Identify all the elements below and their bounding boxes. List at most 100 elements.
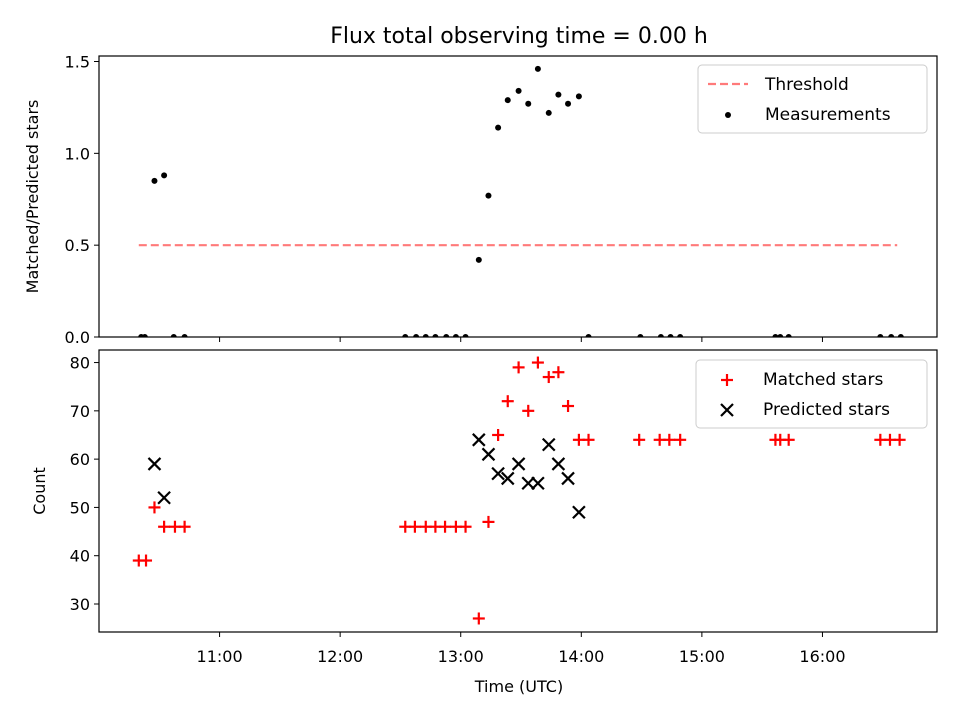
measurement-point <box>585 334 592 337</box>
measurement-point <box>462 334 469 337</box>
predicted-star-marker <box>147 457 162 471</box>
measurement-point <box>565 100 572 107</box>
y-axis-label: Matched/Predicted stars <box>23 100 42 294</box>
matched-star-marker <box>663 433 676 446</box>
measurement-point <box>413 334 420 337</box>
matched-star-marker <box>140 554 153 567</box>
measurement-point <box>515 87 522 94</box>
legend: Threshold Measurements <box>697 64 928 134</box>
measurement-point <box>677 334 684 337</box>
legend-box <box>697 64 928 134</box>
legend-measurements-swatch <box>725 112 731 118</box>
plot-frame <box>98 349 938 633</box>
measurement-point <box>525 100 532 107</box>
measurement-point <box>888 334 895 337</box>
predicted-star-marker <box>481 447 496 462</box>
matched-star-marker <box>492 428 505 441</box>
matched-star-marker <box>782 433 795 446</box>
legend-predicted-swatch <box>720 403 734 417</box>
measurement-point <box>555 91 562 98</box>
matched-star-marker <box>542 371 555 384</box>
legend-predicted-label: Predicted stars <box>763 400 890 420</box>
matched-star-marker <box>893 433 906 446</box>
predicted-star-marker <box>500 471 515 486</box>
measurement-point <box>432 334 439 337</box>
measurement-point <box>657 334 664 337</box>
predicted-star-marker <box>531 476 545 491</box>
measurement-point <box>161 172 168 179</box>
measurement-point <box>785 334 792 337</box>
measurement-point <box>637 334 644 337</box>
measurement-point <box>402 334 409 337</box>
matched-star-marker <box>439 520 452 533</box>
legend-matched-label: Matched stars <box>763 370 883 390</box>
matched-star-marker <box>531 356 544 369</box>
predicted-star-marker <box>472 433 486 447</box>
measurement-point <box>475 256 482 263</box>
measurement-point <box>141 334 148 337</box>
x-tick-label: 11:00 <box>197 647 243 666</box>
matched-star-marker <box>674 433 687 446</box>
matched-star-marker <box>552 366 565 379</box>
y-tick-label: 0.5 <box>65 236 90 255</box>
matched-star-marker <box>459 520 472 533</box>
y-tick-label: 80 <box>70 354 90 373</box>
predicted-star-marker <box>157 490 171 505</box>
panel-ratio: 0.0 0.5 1.0 1.5 Matched/Predicted stars Thres… <box>23 53 938 347</box>
matched-star-marker <box>582 433 595 446</box>
measurement-point <box>897 334 904 337</box>
matched-star-marker <box>472 612 485 625</box>
matched-star-marker <box>562 400 575 413</box>
measurement-point <box>504 97 511 104</box>
measurement-point <box>545 109 552 116</box>
matched-star-marker <box>148 501 161 514</box>
predicted-star-marker <box>491 466 505 481</box>
predicted-star-marker <box>551 457 566 471</box>
y-tick-label: 30 <box>70 595 90 614</box>
y-tick-label: 60 <box>70 450 90 469</box>
plot-frame <box>98 55 938 338</box>
predicted-star-marker <box>511 457 526 471</box>
predicted-star-marker <box>572 505 586 520</box>
measurement-point <box>534 65 541 72</box>
panel-counts: 30 40 50 60 70 80 11:00 12:00 13:00 14:00 15:00 16:… <box>30 349 938 666</box>
matched-star-marker <box>178 520 191 533</box>
matched-star-marker <box>158 520 171 533</box>
measurement-point <box>422 334 429 337</box>
predicted-star-marker <box>521 476 536 491</box>
measurement-point <box>443 334 450 337</box>
x-tick-label: 15:00 <box>679 647 725 666</box>
predicted-star-marker <box>561 471 575 486</box>
legend-measurements-label: Measurements <box>765 105 891 125</box>
measurement-point <box>575 93 582 100</box>
x-tick-label: 14:00 <box>558 647 604 666</box>
y-tick-label: 1.5 <box>65 53 90 72</box>
measurement-point <box>170 334 177 337</box>
x-tick-label: 13:00 <box>438 647 484 666</box>
y-axis-label: Count <box>30 467 49 515</box>
measurement-point <box>777 334 784 337</box>
plot-area <box>138 65 904 337</box>
y-tick-label: 70 <box>70 402 90 421</box>
x-axis-label: Time (UTC) <box>474 677 563 696</box>
measurement-point <box>877 334 884 337</box>
x-tick-label: 16:00 <box>799 647 845 666</box>
x-tick-label: 12:00 <box>317 647 363 666</box>
measurement-point <box>151 177 158 184</box>
plot-area <box>132 356 906 625</box>
measurement-point <box>452 334 459 337</box>
matched-star-marker <box>633 433 646 446</box>
measurement-point <box>495 124 502 131</box>
matched-star-marker <box>512 361 525 374</box>
y-tick-label: 1.0 <box>65 144 90 163</box>
matched-star-marker <box>408 520 421 533</box>
legend-box <box>695 359 928 429</box>
predicted-star-marker <box>541 437 556 452</box>
matched-star-marker <box>522 404 535 417</box>
y-tick-label: 50 <box>70 498 90 517</box>
matched-star-marker <box>482 515 495 528</box>
legend: Matched stars Predicted stars <box>695 359 928 429</box>
y-tick-label: 0.0 <box>65 328 90 347</box>
measurement-point <box>772 334 779 337</box>
legend-matched-swatch <box>721 374 733 386</box>
